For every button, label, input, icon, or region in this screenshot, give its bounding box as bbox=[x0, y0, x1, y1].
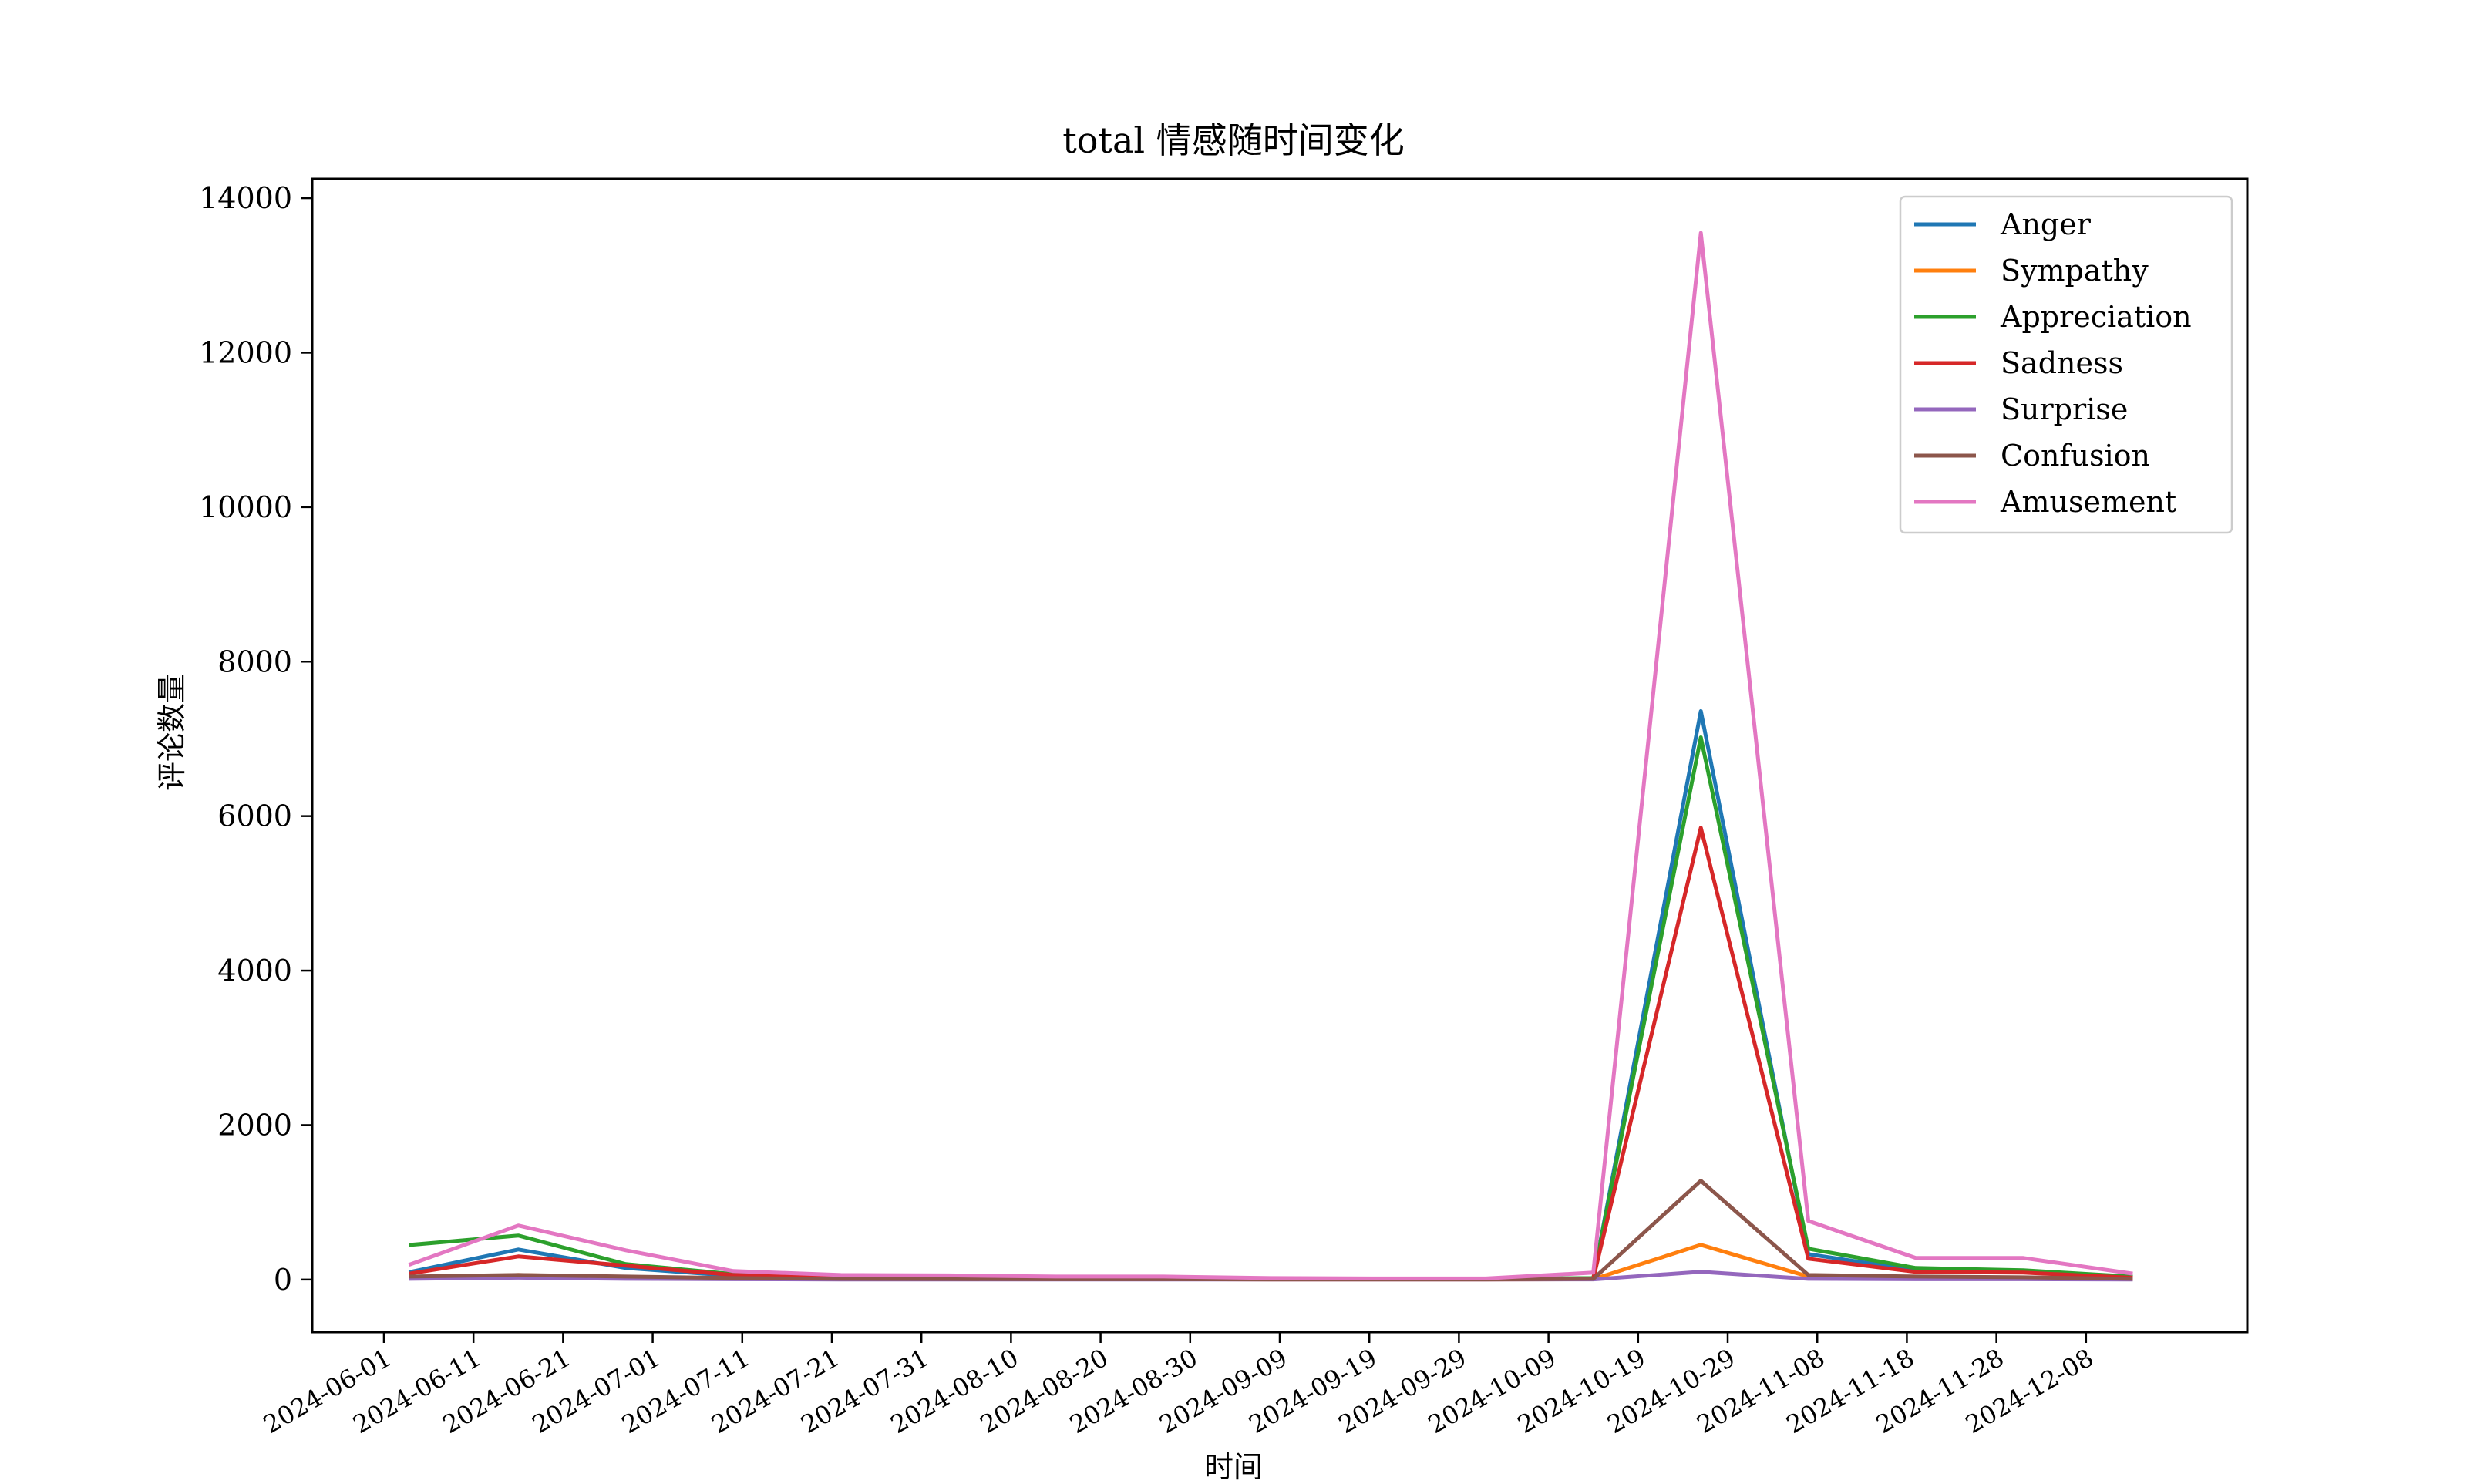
legend-label-sadness: Sadness bbox=[2001, 346, 2123, 380]
legend-label-anger: Anger bbox=[2000, 207, 2092, 241]
plot-area bbox=[408, 231, 2133, 1282]
y-tick-label: 0 bbox=[274, 1263, 292, 1297]
y-tick-label: 14000 bbox=[199, 181, 292, 215]
legend-label-amusement: Amusement bbox=[2000, 485, 2176, 519]
y-tick-label: 2000 bbox=[217, 1108, 292, 1142]
y-axis-label: 评论数量 bbox=[155, 674, 189, 791]
legend-label-sympathy: Sympathy bbox=[2001, 254, 2149, 288]
legend-label-appreciation: Appreciation bbox=[2000, 300, 2192, 334]
series-line-amusement bbox=[408, 231, 2133, 1280]
legend-box bbox=[1899, 195, 2233, 534]
y-tick-label: 12000 bbox=[199, 335, 292, 369]
y-tick-label: 4000 bbox=[217, 954, 292, 988]
y-tick-label: 10000 bbox=[199, 490, 292, 524]
y-tick-label: 6000 bbox=[217, 799, 292, 833]
legend: Anger Sympathy Appreciation Sadness Surprise… bbox=[1899, 195, 2233, 534]
y-tick-label: 8000 bbox=[217, 644, 292, 678]
legend-label-surprise: Surprise bbox=[2001, 392, 2128, 426]
x-axis-label: 时间 bbox=[1204, 1450, 1263, 1480]
legend-label-confusion: Confusion bbox=[2001, 439, 2150, 473]
chart-title: total 情感随时间变化 bbox=[1062, 119, 1404, 161]
